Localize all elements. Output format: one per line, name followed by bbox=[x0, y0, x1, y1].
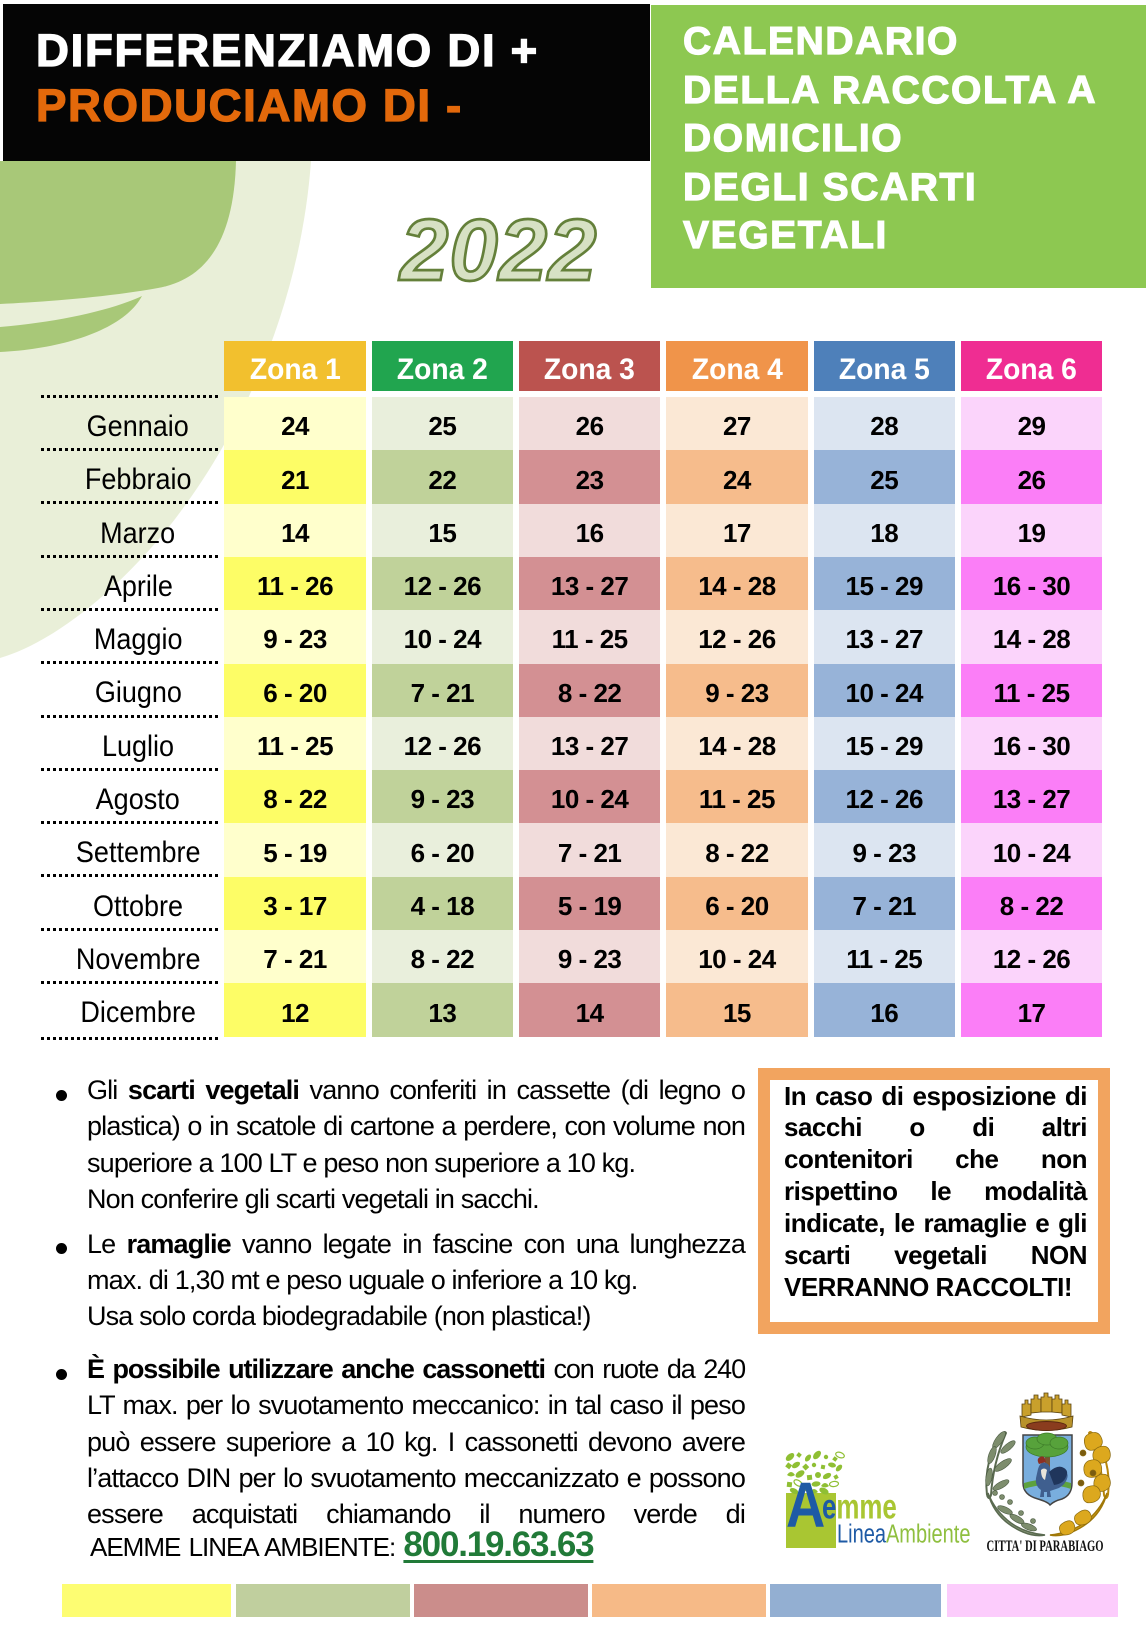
svg-text:CITTA' DI PARABIAGO: CITTA' DI PARABIAGO bbox=[987, 1538, 1104, 1555]
svg-text:emme: emme bbox=[822, 1487, 897, 1527]
svg-text:A: A bbox=[786, 1469, 825, 1541]
svg-text:LineaAmbiente: LineaAmbiente bbox=[837, 1519, 970, 1548]
